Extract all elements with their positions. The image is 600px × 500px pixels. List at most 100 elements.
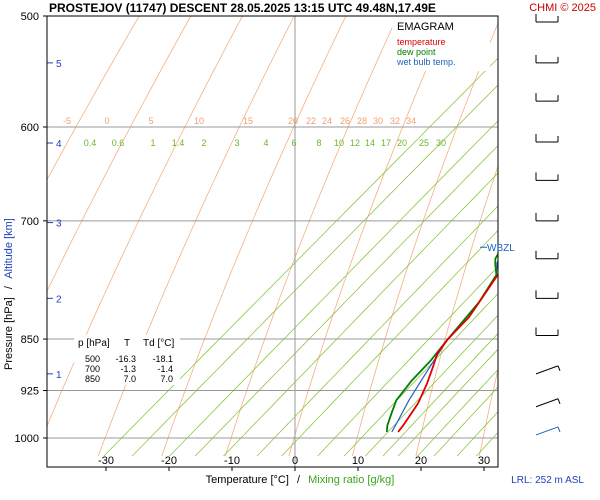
stats-row-t: 7.0 <box>123 374 136 384</box>
pressure-tick-label: 925 <box>21 386 39 398</box>
wind-barb <box>535 426 561 436</box>
wind-barb <box>535 93 559 102</box>
mixing-ratio-line <box>223 172 498 457</box>
stats-table-bg <box>74 335 180 385</box>
legend-title: EMAGRAM <box>397 21 454 33</box>
temperature-line <box>397 272 498 433</box>
wbzl-marker: WBZL <box>480 243 515 254</box>
dry-adiabat-label: 26 <box>340 116 350 126</box>
dry-adiabat-line <box>47 16 192 293</box>
y-axis-label-sep: / <box>3 285 15 289</box>
dry-adiabat-line <box>97 16 295 457</box>
wind-barb <box>535 134 559 143</box>
pressure-tick-label: 1000 <box>15 433 39 445</box>
stats-header-td: Td [°C] <box>143 338 174 349</box>
y-axis-title: Pressure [hPa] / Altitude [km] <box>3 218 15 370</box>
dry-adiabat-line <box>47 16 243 428</box>
mixing-ratio-line <box>417 369 498 457</box>
legend-box <box>392 17 490 71</box>
altitude-tick-label: 1 <box>56 370 62 381</box>
stats-row-p: 700 <box>85 364 100 374</box>
temperature-tick-label: -30 <box>98 455 114 467</box>
mixing-ratio-line <box>256 205 498 457</box>
mixing-ratio-label: 20 <box>397 138 407 148</box>
stats-row-td: -1.4 <box>157 364 173 374</box>
mixing-ratio-label: 30 <box>436 138 446 148</box>
mixing-ratio-label: 3 <box>234 138 239 148</box>
dew-point-line <box>385 252 498 432</box>
dry-adiabat-label: 22 <box>306 116 316 126</box>
dry-adiabat-label: 20 <box>288 116 298 126</box>
legend: EMAGRAM temperature dew point wet bulb t… <box>392 17 490 71</box>
dry-adiabat-label: 0 <box>104 116 109 126</box>
credit-label: CHMI © 2025 <box>529 2 596 14</box>
mixing-ratio-line <box>433 386 498 457</box>
pressure-tick-label: 600 <box>21 122 39 134</box>
temperature-tick-label: 10 <box>352 455 364 467</box>
dry-adiabat-label: -5 <box>63 116 71 126</box>
mixing-ratio-line <box>194 144 498 457</box>
altitude-tick-label: 4 <box>56 139 62 150</box>
x-axis-label-temp: Temperature [°C] <box>206 474 289 486</box>
wind-barb <box>535 212 559 222</box>
mixing-ratio-line <box>281 229 498 457</box>
wind-barb-flag <box>557 398 561 404</box>
mixing-ratio-label: 25 <box>419 138 429 148</box>
mixing-ratio-label: 12 <box>350 138 360 148</box>
pressure-tick-label: 850 <box>21 334 39 346</box>
temperature-tick-label: 0 <box>292 455 298 467</box>
dry-adiabat-line <box>479 367 498 457</box>
y-axis-label-altitude: Altitude [km] <box>3 218 15 279</box>
x-axis-title: Temperature [°C] / Mixing ratio [g/kg] <box>206 474 395 486</box>
mixing-ratio-line <box>397 348 498 457</box>
stats-header-t: T <box>124 338 130 349</box>
mixing-ratio-label: 2 <box>201 138 206 148</box>
legend-dew-point: dew point <box>397 47 436 57</box>
wind-barb <box>535 365 561 375</box>
stats-row-t: -16.3 <box>115 354 136 364</box>
wet-bulb-line <box>391 259 498 433</box>
wind-barb <box>535 290 559 299</box>
altitude-tick-label: 3 <box>56 219 62 230</box>
wind-barb-flag <box>557 426 561 433</box>
stats-row-td: 7.0 <box>160 374 173 384</box>
dry-adiabat-label: 15 <box>243 116 253 126</box>
lrl-label: LRL: 252 m ASL <box>511 475 584 486</box>
mixing-ratio-label: 1.4 <box>172 138 185 148</box>
isoline-labels: -5 0 5 10 15 20 22 24 26 28 30 32 340.4 0.6 1 1.4 2 3 4 6 8 1… <box>63 116 446 148</box>
grid-lines <box>47 16 498 467</box>
altitude-tick-label: 5 <box>56 59 62 70</box>
pressure-tick-label: 500 <box>21 11 39 23</box>
mixing-ratio-line <box>507 0 600 456</box>
pressure-tick-label: 700 <box>21 216 39 228</box>
mixing-ratio-line <box>169 120 498 457</box>
wind-barb <box>535 54 559 64</box>
dry-adiabat-line <box>161 16 347 457</box>
altitude-tick-label: 2 <box>56 294 62 305</box>
wind-barb-shaft <box>535 365 559 375</box>
wind-barb <box>535 14 559 23</box>
mixing-ratio-label: 6 <box>291 138 296 148</box>
mixing-ratio-label: 10 <box>334 138 344 148</box>
dry-adiabat-line <box>415 165 498 457</box>
wind-barb <box>535 172 559 181</box>
chart-title: PROSTEJOV (11747) DESCENT 28.05.2025 13:… <box>49 1 436 15</box>
mixing-ratio-label: 0.4 <box>84 138 97 148</box>
dry-adiabat-line <box>288 16 450 457</box>
temperature-tick-label: -10 <box>224 455 240 467</box>
altitude-ticks: 5 4 3 2 1 <box>47 59 62 381</box>
stats-table: p [hPa] T Td [°C] 500 -16.3 -18.1 700 -1… <box>74 335 180 385</box>
stats-row-p: 500 <box>85 354 100 364</box>
wind-barb <box>535 327 559 336</box>
temperature-tick-label: 20 <box>415 455 427 467</box>
y-axis-label-pressure: Pressure [hPa] <box>3 297 15 370</box>
legend-wet-bulb: wet bulb temp. <box>396 57 456 67</box>
dry-adiabat-line <box>543 0 600 456</box>
temperature-tick-label: 30 <box>478 455 490 467</box>
mixing-ratio-line <box>103 57 498 457</box>
plot-area <box>47 16 498 467</box>
mixing-ratio-label: 17 <box>381 138 391 148</box>
wind-barbs <box>535 14 561 436</box>
